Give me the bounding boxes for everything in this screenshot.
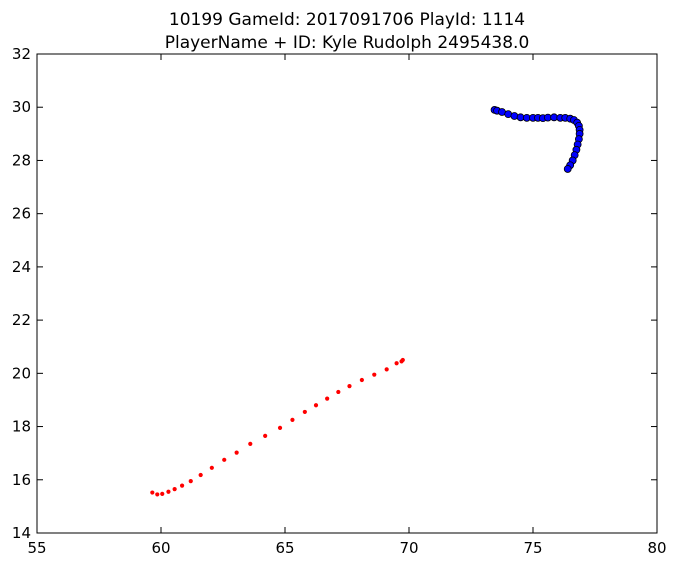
chart-title: 10199 GameId: 2017091706 PlayId: 1114 (169, 10, 525, 30)
red-data-point (179, 483, 185, 488)
x-tick-label: 80 (647, 539, 666, 557)
axis-tick-labels: 55 60 65 70 75 80 14 16 18 20 22 24 26 28 30 32 (12, 45, 667, 557)
red-data-point (263, 433, 268, 438)
red-data-point (313, 403, 319, 408)
x-tick-label: 75 (523, 539, 542, 557)
red-data-point (198, 472, 203, 478)
y-tick-label: 26 (12, 205, 31, 223)
red-data-point (248, 441, 253, 446)
red-data-point (172, 486, 177, 492)
y-tick-label: 32 (12, 45, 31, 63)
red-data-point (399, 359, 404, 364)
data-points (150, 105, 584, 497)
red-data-point (359, 377, 364, 383)
y-tick-label: 30 (12, 98, 31, 116)
red-data-point (384, 367, 389, 372)
red-data-point (222, 457, 227, 462)
red-data-point (290, 417, 295, 423)
red-data-point (234, 450, 239, 455)
y-tick-label: 28 (12, 151, 31, 169)
red-data-point (372, 372, 377, 377)
red-data-point (336, 389, 341, 395)
red-data-point (347, 384, 352, 389)
y-tick-label: 24 (12, 258, 31, 276)
y-tick-label: 18 (12, 418, 31, 436)
y-tick-label: 20 (12, 364, 31, 382)
chart-subtitle: PlayerName + ID: Kyle Rudolph 2495438.0 (165, 33, 530, 53)
axis-ticks (36, 53, 658, 534)
y-tick-label: 14 (12, 524, 31, 542)
red-data-point (302, 409, 307, 415)
y-tick-label: 22 (12, 311, 31, 329)
red-data-point (325, 396, 330, 401)
x-tick-label: 55 (27, 539, 46, 557)
blue-data-point (510, 112, 519, 120)
red-data-point (155, 492, 160, 497)
red-data-point (188, 479, 193, 484)
red-data-point (166, 489, 171, 494)
x-tick-label: 60 (151, 539, 170, 557)
red-data-point (150, 490, 155, 495)
red-data-point (277, 425, 283, 430)
x-tick-label: 65 (275, 539, 294, 557)
blue-data-point (563, 165, 572, 173)
red-data-point (394, 361, 399, 366)
red-data-point (209, 465, 214, 470)
plot-frame (36, 53, 658, 534)
red-data-point (160, 491, 165, 496)
y-tick-label: 16 (12, 471, 31, 489)
x-tick-label: 70 (399, 539, 418, 557)
